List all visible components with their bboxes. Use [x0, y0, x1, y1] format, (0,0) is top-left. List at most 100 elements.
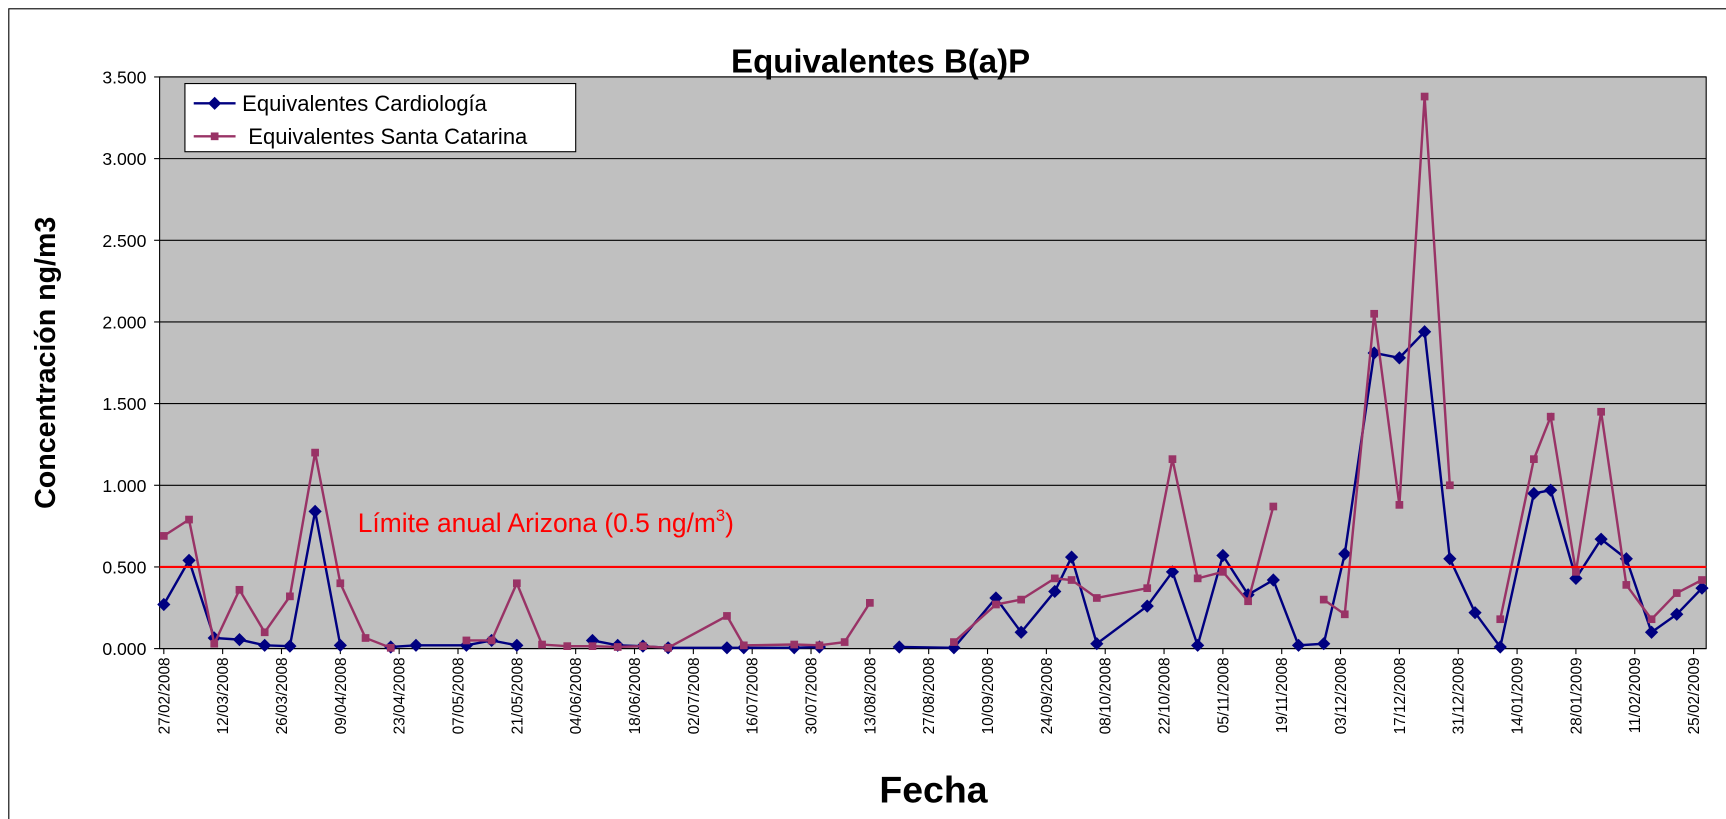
- series-line: [953, 458, 1275, 643]
- y-tick-label: 3.500: [102, 68, 146, 88]
- marker-square: [538, 640, 546, 649]
- marker-diamond: [1266, 573, 1280, 587]
- marker-square: [1067, 576, 1076, 584]
- marker-square: [1017, 595, 1026, 604]
- marker-square: [1092, 594, 1101, 602]
- marker-square: [588, 642, 597, 651]
- marker-square: [723, 612, 731, 620]
- x-tick-label: 13/08/2008: [862, 657, 879, 734]
- y-tick-label: 3.000: [102, 149, 146, 169]
- x-tick-label: 31/12/2008: [1451, 657, 1468, 734]
- marker-square: [563, 642, 572, 651]
- marker-square: [311, 448, 319, 457]
- x-tick-label: 27/02/2008: [156, 657, 173, 734]
- marker-square: [1496, 615, 1505, 624]
- series-line: [899, 329, 1703, 650]
- marker-diamond: [1418, 325, 1432, 339]
- marker-square: [336, 579, 345, 588]
- y-tick-label: 2.500: [102, 231, 146, 251]
- reference-label: Límite anual Arizona (0.5 ng/m3): [358, 507, 734, 538]
- x-tick-label: 17/12/2008: [1392, 657, 1409, 734]
- marker-square: [1597, 407, 1605, 416]
- marker-square: [1572, 567, 1580, 576]
- marker-square: [1168, 455, 1177, 463]
- marker-square: [286, 592, 294, 601]
- marker-diamond: [409, 638, 423, 652]
- x-tick-label: 25/02/2009: [1686, 657, 1703, 734]
- y-tick-label: 2.000: [102, 313, 146, 333]
- marker-diamond: [1493, 640, 1507, 654]
- x-tick-label: 22/10/2008: [1157, 657, 1174, 734]
- marker-square: [159, 532, 168, 540]
- marker-square: [1193, 574, 1202, 583]
- x-tick-label: 24/09/2008: [1039, 657, 1056, 734]
- x-tick-label: 10/09/2008: [980, 657, 997, 734]
- marker-diamond: [1140, 599, 1154, 613]
- marker-diamond: [208, 96, 222, 110]
- plot-area: [159, 76, 1707, 650]
- marker-diamond: [1392, 351, 1406, 365]
- marker-square: [664, 643, 672, 652]
- marker-diamond: [1090, 637, 1104, 651]
- marker-diamond: [1048, 584, 1062, 599]
- marker-diamond: [258, 638, 272, 652]
- marker-diamond: [510, 638, 524, 652]
- series-line: [162, 511, 342, 648]
- marker-square: [512, 579, 521, 588]
- marker-square: [1269, 502, 1278, 511]
- marker-square: [950, 638, 958, 646]
- marker-diamond: [1544, 483, 1558, 497]
- x-tick-label: 11/02/2009: [1627, 657, 1644, 733]
- x-tick-label: 18/06/2008: [627, 657, 644, 734]
- series-layer: [157, 92, 1709, 655]
- marker-square: [210, 132, 219, 141]
- marker-square: [462, 636, 471, 645]
- marker-diamond: [892, 640, 906, 654]
- marker-square: [1698, 576, 1706, 584]
- legend-label: Equivalentes Santa Catarina: [242, 124, 528, 149]
- marker-square: [1622, 581, 1631, 589]
- marker-square: [1219, 567, 1227, 576]
- y-tick-label: 1.000: [102, 476, 146, 496]
- marker-square: [235, 585, 244, 594]
- x-axis-title: Fecha: [879, 769, 988, 811]
- series-line: [163, 452, 392, 649]
- marker-diamond: [1191, 638, 1205, 652]
- x-tick-label: 02/07/2008: [686, 657, 703, 734]
- marker-square: [1445, 481, 1454, 490]
- marker-diamond: [1338, 547, 1352, 561]
- marker-square: [1319, 595, 1328, 604]
- marker-square: [815, 641, 824, 650]
- x-tick-label: 04/06/2008: [568, 657, 585, 734]
- x-tick-label: 21/05/2008: [509, 657, 526, 734]
- marker-square: [866, 599, 874, 607]
- marker-square: [1546, 412, 1555, 421]
- legend: Equivalentes Cardiología Equivalentes Sa…: [184, 82, 577, 153]
- reference-label-text: Límite anual Arizona (0.5 ng/m: [358, 508, 716, 538]
- legend-label: Equivalentes Cardiología: [242, 91, 488, 116]
- marker-diamond: [1291, 638, 1306, 652]
- marker-square: [739, 641, 748, 650]
- marker-diamond: [720, 641, 734, 655]
- marker-diamond: [333, 638, 347, 652]
- marker-square: [613, 643, 622, 651]
- x-tick-label: 26/03/2008: [274, 657, 291, 734]
- marker-square: [361, 634, 370, 642]
- marker-square: [1647, 615, 1656, 624]
- marker-square: [639, 642, 647, 651]
- marker-diamond: [182, 553, 196, 568]
- legend-box: [184, 82, 577, 153]
- marker-square: [1340, 610, 1349, 619]
- marker-square: [1420, 92, 1429, 101]
- marker-square: [992, 600, 1000, 609]
- x-tick-label: 03/12/2008: [1333, 657, 1350, 734]
- marker-square: [1530, 455, 1538, 463]
- reference-label-sup: 3: [716, 507, 725, 525]
- marker-square: [487, 636, 496, 645]
- x-tick-label: 27/08/2008: [921, 657, 938, 734]
- y-tick-label: 0.000: [102, 639, 146, 659]
- marker-square: [1143, 584, 1152, 593]
- x-tick-label: 08/10/2008: [1098, 657, 1115, 734]
